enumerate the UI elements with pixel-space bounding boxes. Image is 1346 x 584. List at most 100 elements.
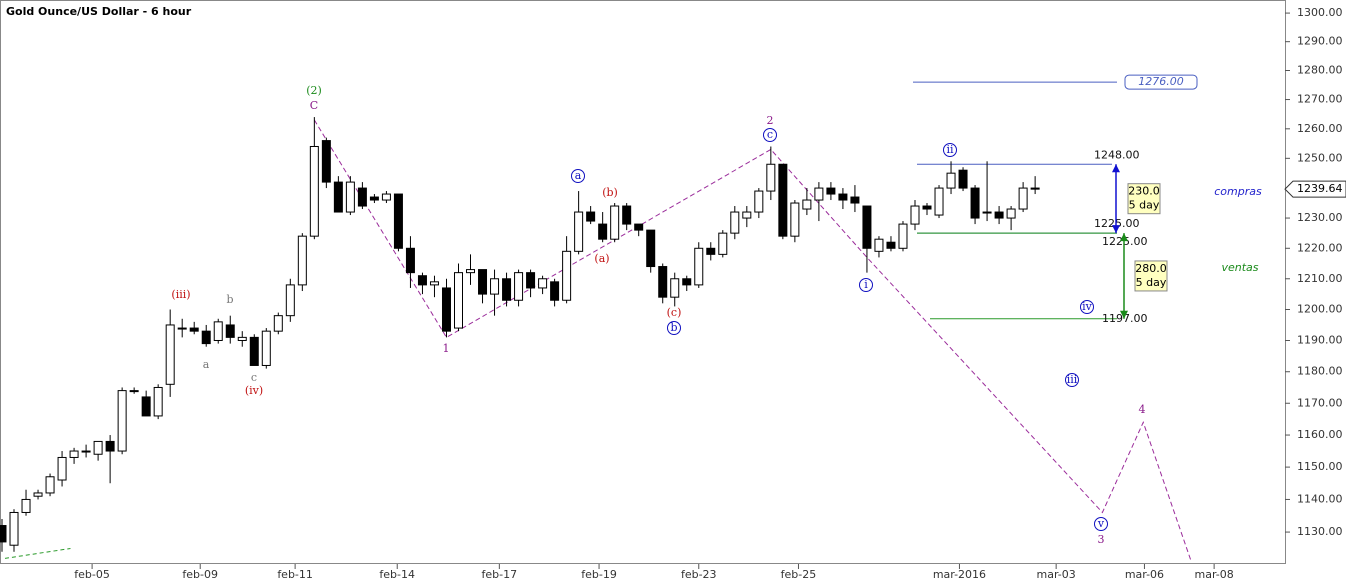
candle-body (141, 396, 151, 417)
wave-label: b (226, 293, 233, 306)
candle-body (838, 193, 848, 201)
y-tick-label: 1280.00 (1297, 63, 1343, 76)
candle-body (357, 187, 367, 207)
candle-body (622, 205, 632, 225)
candle-body (718, 232, 728, 255)
x-tick-label: feb-14 (379, 568, 415, 581)
candle-body (526, 272, 536, 289)
candle-body (33, 492, 43, 497)
x-tick-label: mar-03 (1037, 568, 1076, 581)
candle-body (165, 324, 175, 385)
candle-body (201, 330, 211, 345)
x-tick-label: feb-23 (681, 568, 717, 581)
wave-circle (859, 278, 873, 292)
x-tick-label: feb-11 (277, 568, 313, 581)
y-tick-label: 1250.00 (1297, 151, 1343, 164)
candle-body (69, 450, 79, 458)
x-tick-label: mar-08 (1194, 568, 1233, 581)
range-box (1134, 260, 1168, 292)
wave-label: b (670, 321, 677, 334)
candle-body (646, 229, 656, 268)
y-tick-label: 1160.00 (1297, 428, 1343, 441)
candle-body (922, 205, 932, 210)
candle-body (802, 199, 812, 210)
candle-body (21, 498, 31, 513)
y-tick-label: 1260.00 (1297, 122, 1343, 135)
level-label: 1248.00 (1094, 148, 1140, 161)
candle-body (730, 211, 740, 234)
wave-circle (1080, 300, 1094, 314)
wave-label: (a) (594, 252, 609, 265)
candle-body (9, 511, 19, 546)
chart-title: Gold Ounce/US Dollar - 6 hour (6, 5, 192, 18)
candle-body (321, 140, 331, 183)
level-box (1124, 74, 1198, 90)
candle-body (814, 187, 824, 201)
last-price-box (1284, 180, 1346, 198)
candle-body (610, 205, 620, 240)
candle-body (117, 390, 127, 452)
x-tick-label: feb-19 (581, 568, 617, 581)
candle-body (393, 193, 403, 249)
candle-body (826, 187, 836, 195)
y-tick-label: 1140.00 (1297, 492, 1343, 505)
candle-body (850, 196, 860, 204)
candle-body (93, 440, 103, 455)
arrow-head (1120, 310, 1128, 319)
candle-body (309, 145, 319, 237)
arrow-head (1112, 164, 1120, 173)
y-tick-label: 1220.00 (1297, 241, 1343, 254)
candle-body (790, 202, 800, 237)
candle-body (129, 390, 139, 393)
wave-circle (763, 128, 777, 142)
wave-label: v (1097, 517, 1105, 530)
candle-body (970, 187, 980, 219)
candle-body (910, 205, 920, 225)
candle-body (682, 278, 692, 286)
arrow-head (1120, 233, 1128, 242)
wave-label: c (767, 128, 773, 141)
candle-body (982, 211, 992, 214)
candle-body (502, 278, 512, 301)
candle-body (586, 211, 596, 222)
candle-body (766, 163, 776, 192)
y-tick-label: 1130.00 (1297, 525, 1343, 538)
wave-label: iii (1067, 373, 1078, 386)
wave-label: (b) (602, 186, 618, 199)
y-tick-label: 1180.00 (1297, 365, 1343, 378)
candle-body (934, 187, 944, 216)
candle-body (237, 336, 247, 341)
side-label: compras (1214, 185, 1262, 198)
candle-body (453, 272, 463, 329)
candle-body (189, 327, 199, 332)
wave-label: a (575, 169, 582, 182)
y-tick-label: 1270.00 (1297, 93, 1343, 106)
y-tick-label: 1230.00 (1297, 211, 1343, 224)
y-tick-label: 1210.00 (1297, 272, 1343, 285)
candle-body (562, 250, 572, 301)
y-tick-label: 1190.00 (1297, 333, 1343, 346)
candle-body (0, 525, 7, 543)
candle-body (742, 211, 752, 219)
candle-body (706, 247, 716, 255)
candle-body (958, 169, 968, 189)
candle-body (886, 241, 896, 249)
wave-label: 3 (1098, 533, 1105, 546)
arrow-head (1112, 225, 1120, 234)
side-label: ventas (1221, 261, 1258, 274)
candle-body (285, 284, 295, 317)
wave-label: (2) (306, 84, 322, 97)
candle-body (574, 211, 584, 252)
x-tick-label: feb-25 (781, 568, 817, 581)
wave-circle (1094, 517, 1108, 531)
candle-body (153, 386, 163, 417)
range-box (1127, 183, 1161, 215)
last-price-label: 1239.64 (1297, 182, 1343, 195)
wave-circle (1065, 373, 1079, 387)
candle-body (490, 278, 500, 295)
wave-label: iv (1082, 300, 1093, 313)
candle-body (441, 287, 451, 332)
candle-body (297, 235, 307, 286)
candle-body (369, 196, 379, 201)
